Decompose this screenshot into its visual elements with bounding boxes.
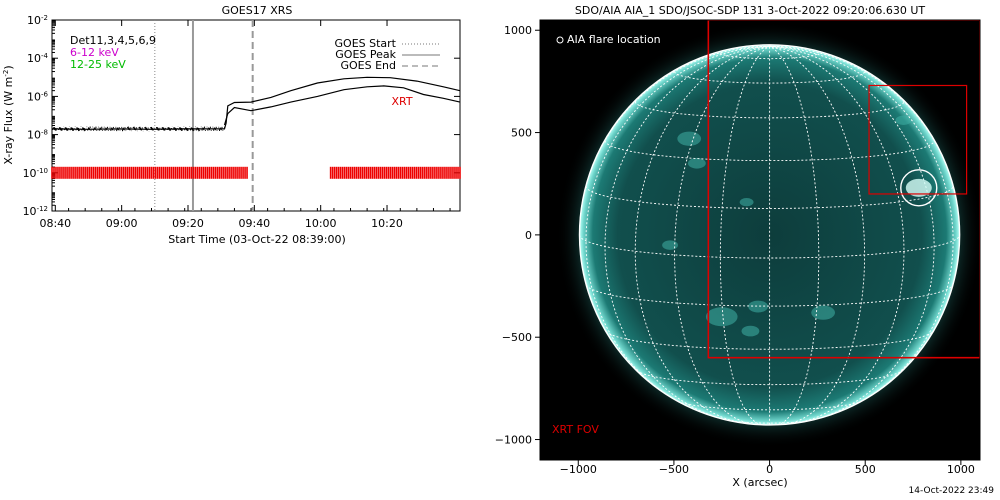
goes-x-tick-label: 10:00 xyxy=(305,217,337,230)
aia-y-tick-label: −1000 xyxy=(495,434,532,447)
heliographic-parallel xyxy=(636,370,903,386)
aia-y-tick-label: 500 xyxy=(511,127,532,140)
xrt-fov-label: XRT FOV xyxy=(552,423,599,436)
goes-y-tick-base: 10 xyxy=(27,52,41,65)
active-region-glow xyxy=(705,307,738,327)
aia-x-tick-label: 0 xyxy=(766,463,773,476)
active-region-glow xyxy=(677,131,702,146)
footer-timestamp: 14-Oct-2022 23:49 xyxy=(908,486,994,496)
aia-map-frame xyxy=(539,19,981,461)
heliographic-meridian xyxy=(769,45,935,421)
heliographic-meridian xyxy=(769,45,905,424)
heliographic-meridian xyxy=(674,45,770,425)
heliographic-meridian xyxy=(769,45,866,425)
heliographic-meridian xyxy=(634,45,770,424)
xrt-fov-box xyxy=(707,20,980,359)
goes-y-tick-label: 10-6 xyxy=(27,90,49,103)
goes-y-tick-label: 10-8 xyxy=(27,129,48,142)
heliographic-parallel xyxy=(674,71,866,84)
active-region-glow xyxy=(748,300,768,313)
aia-x-axis-label: X (arcsec) xyxy=(732,476,787,489)
aia-y-tick-label: 0 xyxy=(525,229,532,242)
goes-legend-left-item: 6-12 keV xyxy=(70,46,119,59)
active-region-glow xyxy=(811,305,836,320)
goes-legend-left-item: 12-25 keV xyxy=(70,58,126,71)
heliographic-meridian xyxy=(719,45,770,426)
goes-series-line-2 xyxy=(223,85,461,126)
aia-legend-label: AIA flare location xyxy=(567,33,661,46)
aia-y-tick-label: 1000 xyxy=(504,24,532,37)
aia-map-title: SDO/AIA AIA_1 SDO/JSOC-SDP 131 3-Oct-202… xyxy=(575,4,926,17)
goes-y-tick-label: 10-2 xyxy=(27,14,48,27)
goes-y-tick-label: 10-12 xyxy=(23,205,48,218)
goes-y-tick-base: 10 xyxy=(27,14,41,27)
goes-y-tick-exponent: -10 xyxy=(37,167,48,175)
goes-x-tick-label: 10:20 xyxy=(371,217,403,230)
aia-plot-area xyxy=(556,20,980,448)
heliographic-meridian xyxy=(585,45,770,407)
goes-x-tick-label: 08:40 xyxy=(39,217,71,230)
goes-y-axis-label: X-ray Flux (W m-2) xyxy=(2,65,15,164)
heliographic-parallel xyxy=(579,234,961,259)
active-region-glow xyxy=(895,115,912,126)
heliographic-parallel xyxy=(585,186,954,209)
goes-y-tick-label: 10-10 xyxy=(23,167,48,180)
goes-legend-right-item: GOES Peak xyxy=(335,48,396,61)
flare-location-marker xyxy=(900,169,938,207)
aia-y-tick-label: −500 xyxy=(502,331,532,344)
goes-y-tick-base: 10 xyxy=(23,205,37,218)
goes-plot-frame xyxy=(51,19,461,212)
goes-y-tick-exponent: -12 xyxy=(37,205,48,213)
goes-x-axis-label: Start Time (03-Oct-22 08:39:00) xyxy=(168,233,346,246)
active-region-glow xyxy=(739,197,754,207)
heliographic-meridian xyxy=(604,45,770,421)
goes-y-axis-label-sup: -2 xyxy=(2,70,10,77)
goes-x-tick-label: 09:40 xyxy=(238,217,270,230)
heliographic-meridian xyxy=(769,45,820,426)
active-region-glow xyxy=(687,157,706,169)
goes-x-tick-label: 09:20 xyxy=(172,217,204,230)
aia-x-tick-label: −1000 xyxy=(560,463,597,476)
aia-x-tick-label: −500 xyxy=(659,463,689,476)
active-region-glow xyxy=(662,240,679,250)
aia-legend: AIA flare location xyxy=(556,33,661,46)
goes-y-tick-exponent: -8 xyxy=(41,129,48,137)
goes-y-tick-base: 10 xyxy=(27,129,41,142)
flare-zoom-box xyxy=(868,84,968,195)
goes-y-axis-label-end: ) xyxy=(2,65,15,69)
goes-y-tick-base: 10 xyxy=(23,167,37,180)
heliographic-parallel xyxy=(604,140,935,162)
goes-legend-right-item: GOES Start xyxy=(335,37,397,50)
goes-legend-left-item: Det11,3,4,5,6,9 xyxy=(70,34,156,47)
goes-series-line-1 xyxy=(51,76,461,130)
heliographic-parallel xyxy=(719,52,820,60)
heliographic-parallel xyxy=(634,101,905,119)
xrt-label: XRT xyxy=(391,95,412,108)
heliographic-parallel xyxy=(605,330,934,350)
aia-x-tick-label: 500 xyxy=(855,463,876,476)
goes-y-tick-base: 10 xyxy=(27,90,41,103)
goes-y-tick-exponent: -4 xyxy=(41,52,49,60)
heliographic-parallel xyxy=(677,400,862,411)
aia-axes: −1000 −500 0 500 1000 −1000 −500 0 500 1000 xyxy=(495,24,975,476)
flare-brightening xyxy=(905,178,932,197)
solar-limb xyxy=(578,44,961,426)
goes-y-tick-exponent: -6 xyxy=(41,90,49,98)
heliographic-meridian xyxy=(769,45,954,407)
goes-y-tick-exponent: -2 xyxy=(41,14,48,22)
active-region-glow xyxy=(741,325,760,337)
goes-y-tick-label: 10-4 xyxy=(27,52,49,65)
goes-y-axis-label-main: X-ray Flux (W m xyxy=(2,77,15,165)
goes-x-tick-label: 09:00 xyxy=(106,217,138,230)
aia-x-tick-label: 1000 xyxy=(947,463,975,476)
flare-location-legend-marker xyxy=(556,36,564,44)
goes-chart-title: GOES17 XRS xyxy=(222,4,293,17)
goes-legend-right-item: GOES End xyxy=(340,59,396,72)
